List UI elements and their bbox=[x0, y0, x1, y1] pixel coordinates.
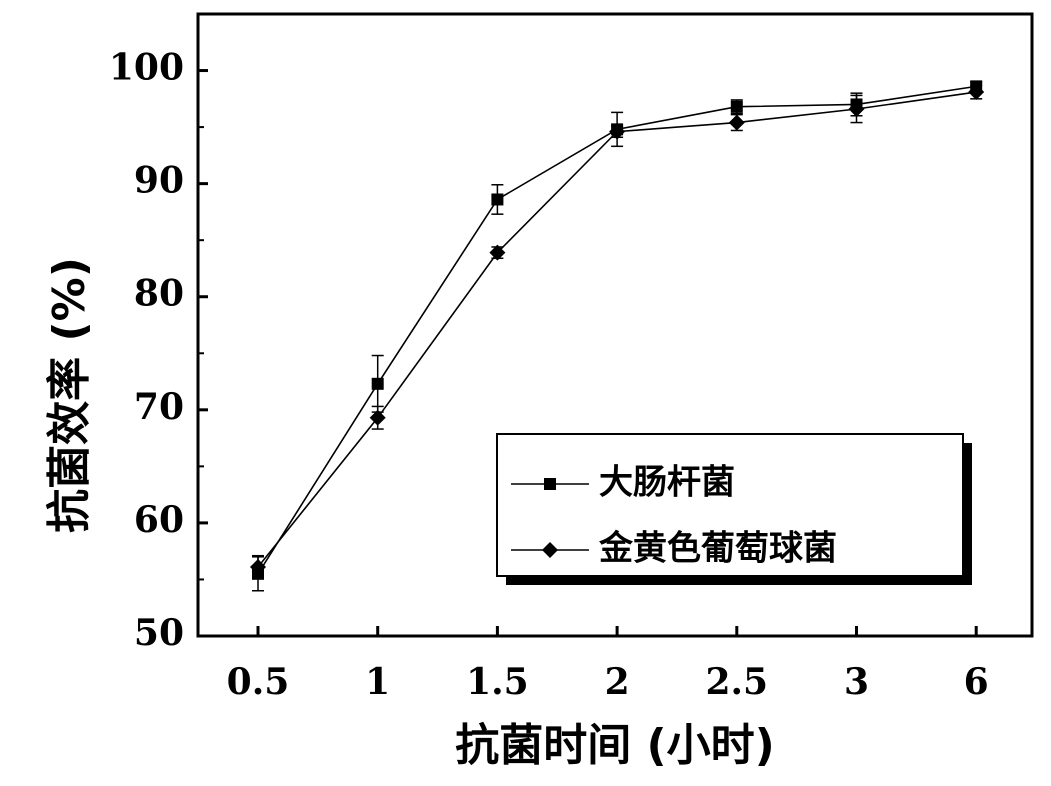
x-tick-label: 0.5 bbox=[227, 661, 290, 703]
y-tick-label: 80 bbox=[134, 273, 184, 315]
data-point-square bbox=[371, 377, 384, 390]
data-point-square bbox=[730, 100, 743, 113]
x-tick-label: 1 bbox=[365, 661, 390, 703]
data-point-diamond bbox=[609, 123, 626, 140]
x-tick-label: 1.5 bbox=[466, 661, 529, 703]
y-tick-label: 100 bbox=[109, 47, 184, 89]
y-tick-label: 50 bbox=[134, 612, 184, 654]
data-point-diamond bbox=[369, 409, 386, 426]
legend-label: 大肠杆菌 bbox=[599, 463, 735, 503]
y-tick-label: 60 bbox=[134, 499, 184, 541]
legend-label: 金黄色葡萄球菌 bbox=[598, 529, 837, 569]
y-tick-label: 90 bbox=[134, 160, 184, 202]
legend-box bbox=[496, 433, 964, 577]
legend-marker-square bbox=[544, 478, 556, 490]
plot-frame bbox=[196, 12, 1034, 638]
y-axis-title: 抗菌效率 (%) bbox=[44, 257, 95, 533]
data-point-diamond bbox=[728, 114, 745, 131]
data-point-diamond bbox=[250, 559, 266, 576]
x-tick-label: 2.5 bbox=[705, 661, 768, 703]
x-tick-label: 2 bbox=[605, 661, 630, 703]
data-point-diamond bbox=[848, 100, 865, 117]
x-tick-label: 3 bbox=[844, 661, 869, 703]
x-tick-label: 6 bbox=[964, 661, 989, 703]
data-point-diamond bbox=[968, 84, 985, 101]
y-tick-label: 70 bbox=[134, 386, 184, 428]
series-2 bbox=[250, 84, 985, 580]
x-axis-title: 抗菌时间 (小时) bbox=[455, 720, 775, 771]
data-point-diamond bbox=[489, 244, 506, 261]
data-point-square bbox=[491, 193, 504, 206]
legend-marker-diamond bbox=[542, 542, 558, 558]
